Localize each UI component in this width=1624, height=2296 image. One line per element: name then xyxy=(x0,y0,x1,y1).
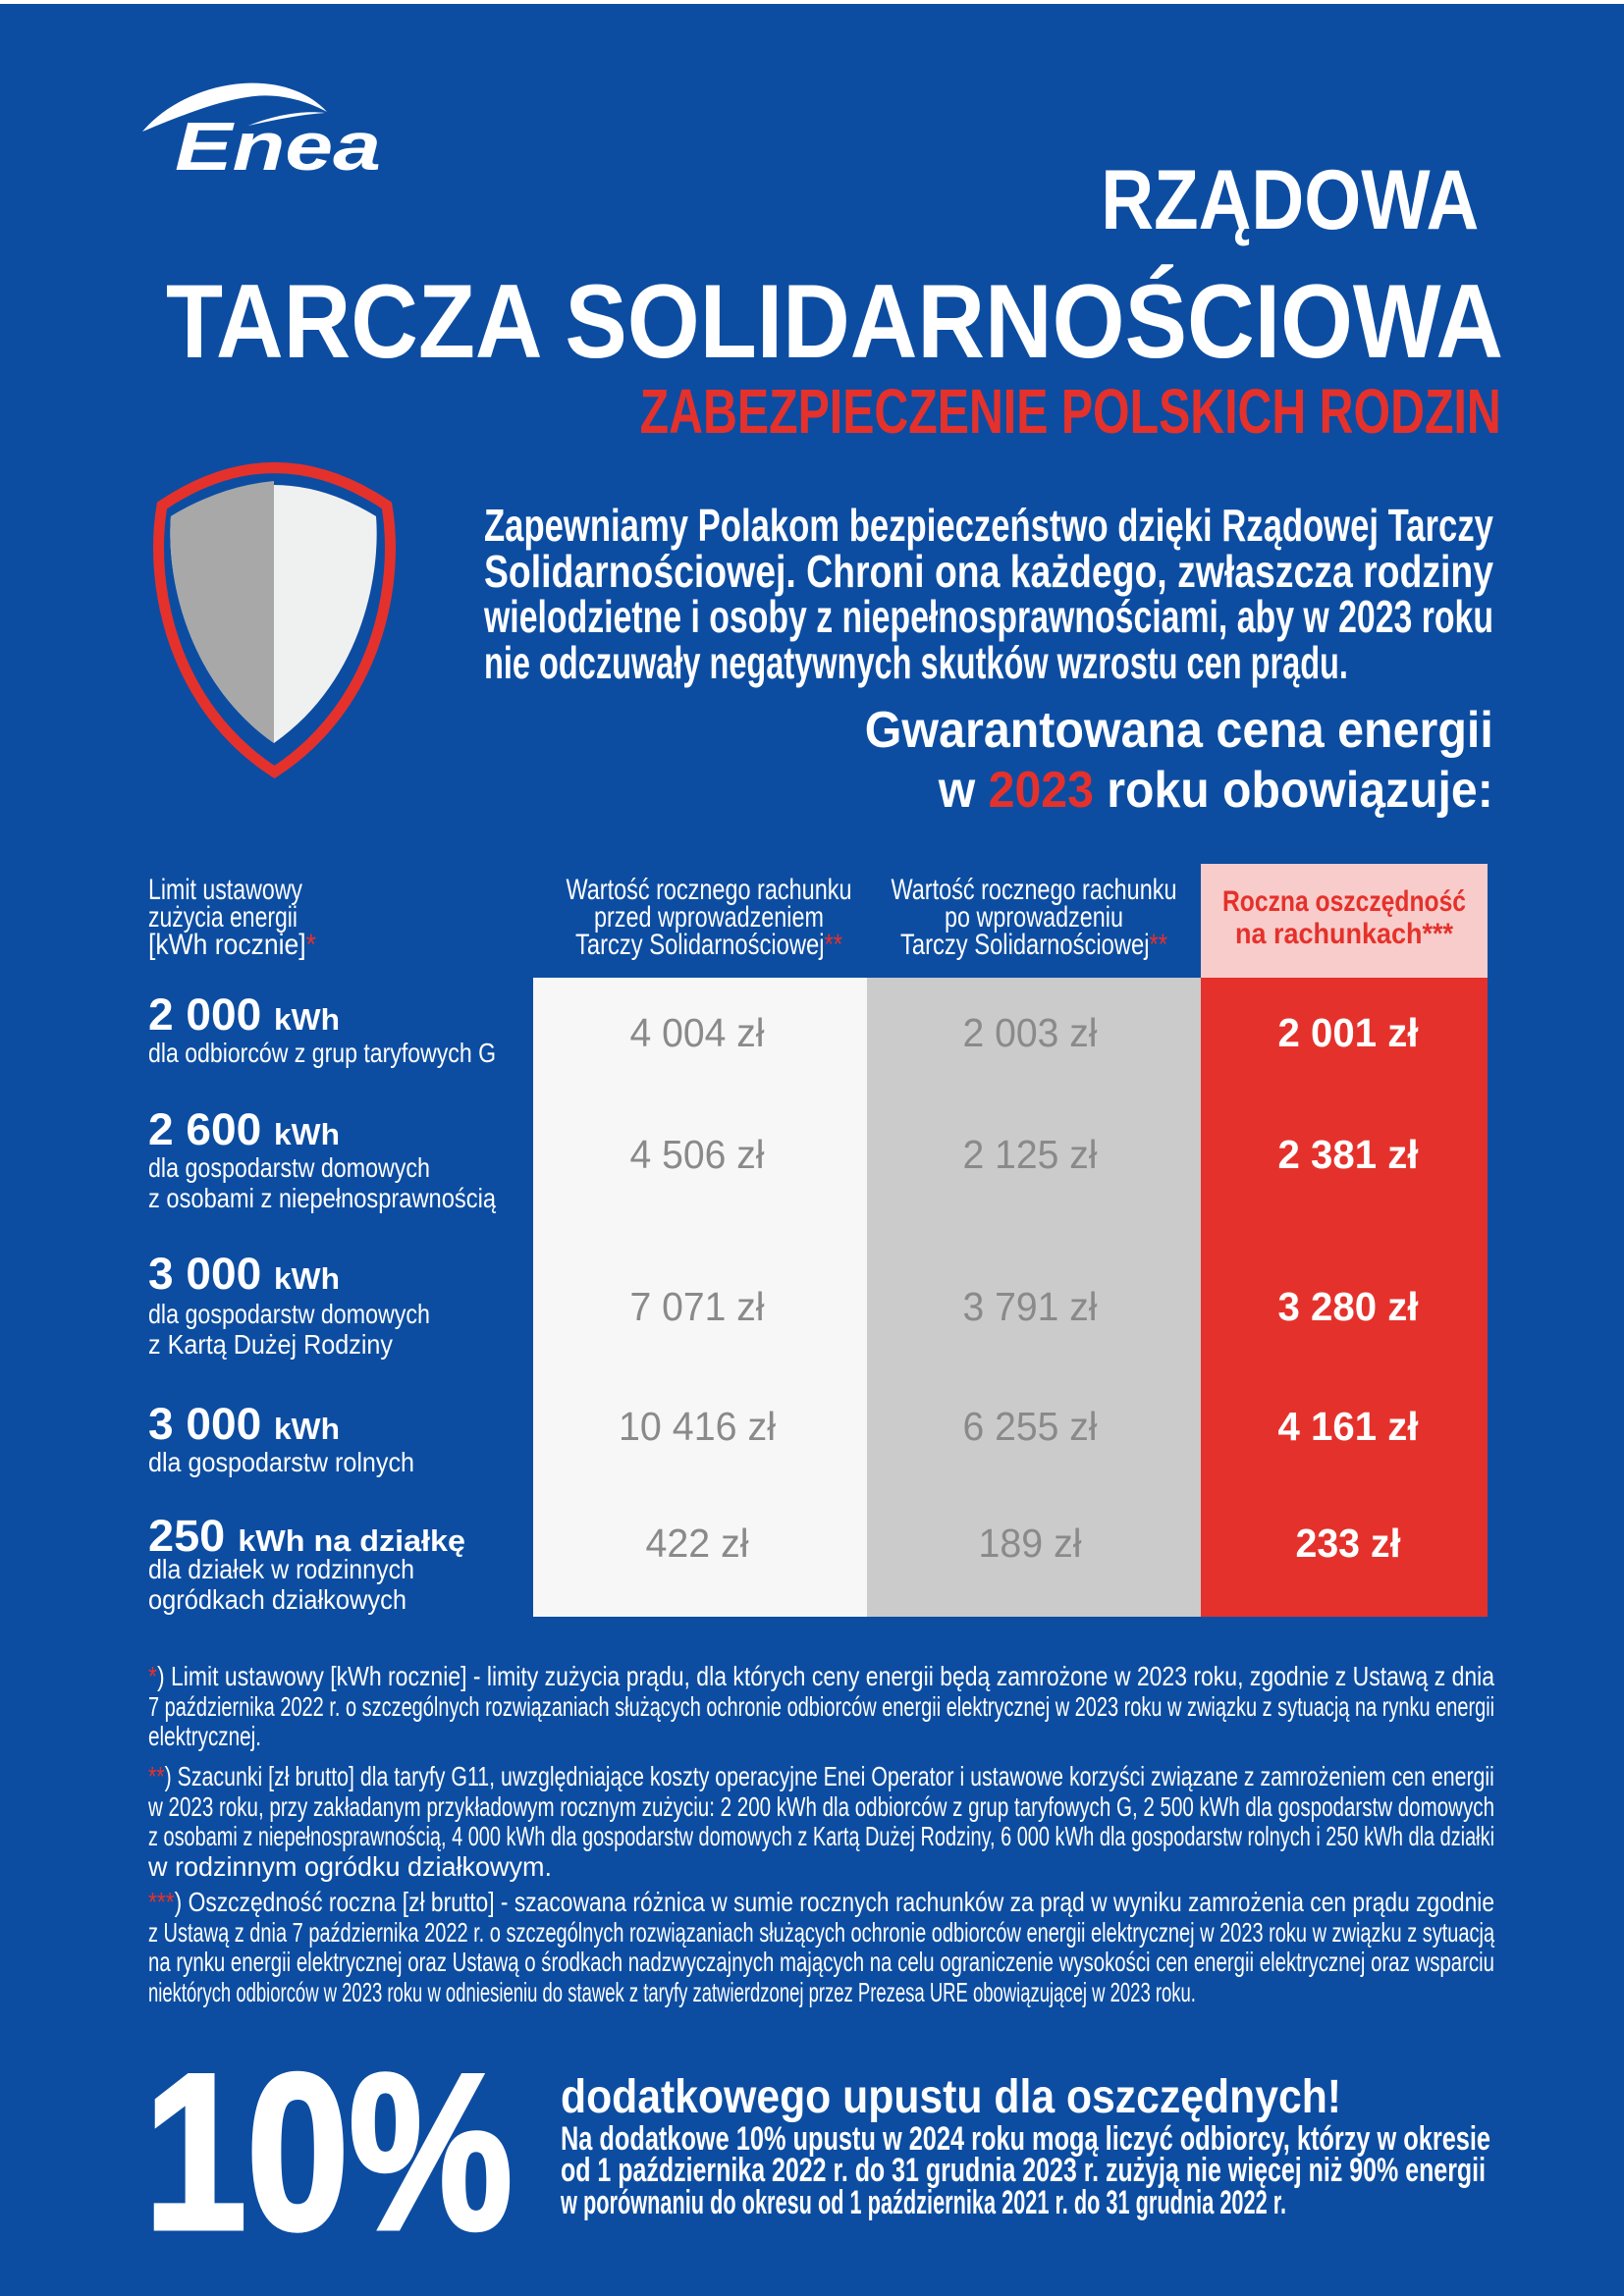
svg-text:Enea: Enea xyxy=(175,108,381,185)
